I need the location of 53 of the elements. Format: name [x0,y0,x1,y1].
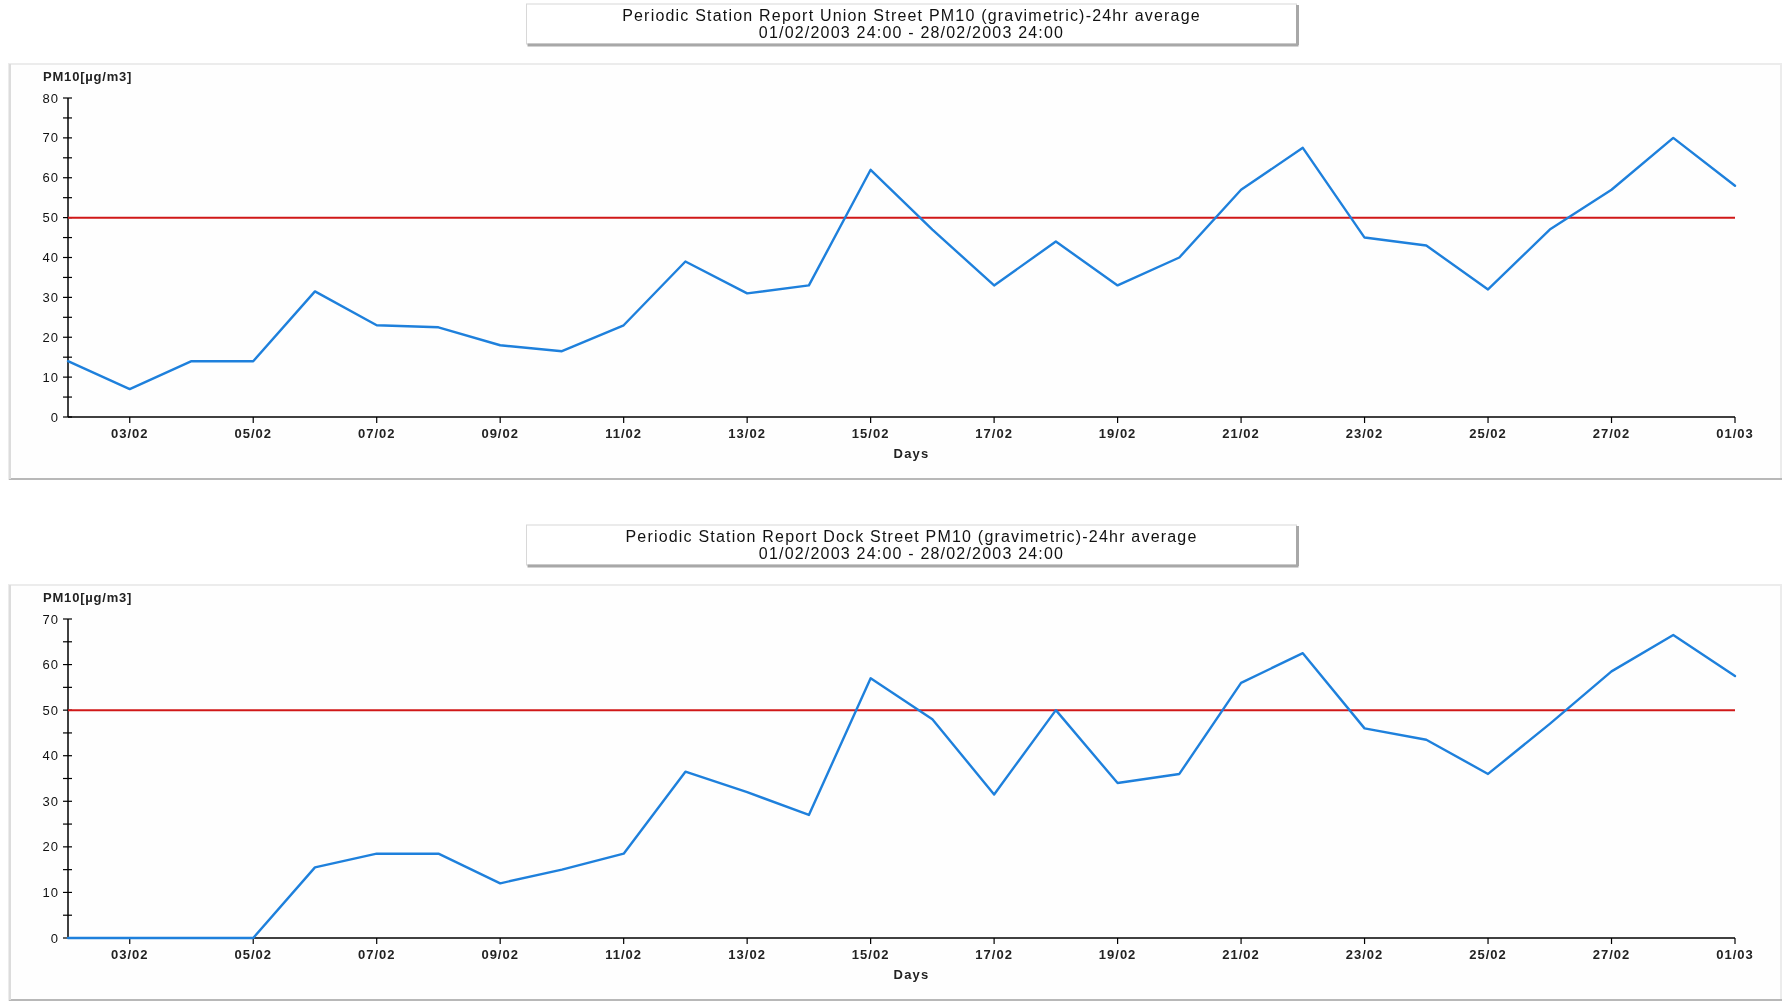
x-tick-label: 19/02 [1098,426,1137,441]
x-tick-label: 03/02 [110,426,149,441]
x-tick-label: 17/02 [975,947,1013,962]
x-tick-label: 25/02 [1469,426,1507,441]
x-tick-label: 01/03 [1716,426,1754,441]
y-tick-label: 0 [50,930,59,946]
x-tick-label: 23/02 [1345,947,1384,962]
y-axis-title: PM10[µg/m3] [43,69,133,84]
x-tick-label: 15/02 [851,426,890,441]
x-tick-label: 01/03 [1716,947,1754,962]
x-tick-label: 25/02 [1469,947,1507,962]
chart-subtitle: 01/02/2003 24:00 - 28/02/2003 24:00 [758,545,1065,562]
y-tick-label: 40 [42,250,59,265]
y-tick-label: 50 [42,702,59,718]
x-tick-label: 17/02 [975,426,1013,441]
x-tick-label: 19/02 [1098,947,1137,962]
x-tick-label: 11/02 [605,426,643,441]
x-tick-label: 13/02 [728,426,766,441]
chart-title: Periodic Station Report Dock Street PM10 (gravimetric)-24hr average [625,528,1198,545]
x-axis-title: Days [893,967,930,982]
x-tick-label: 27/02 [1592,947,1631,962]
y-tick-label: 60 [42,657,59,673]
x-tick-label: 09/02 [481,947,519,962]
y-tick-label: 30 [42,289,59,305]
y-axis-title: PM10[µg/m3] [43,590,133,605]
x-tick-label: 13/02 [728,947,766,962]
y-tick-label: 20 [42,839,59,855]
x-tick-label: 05/02 [234,426,272,441]
y-tick-label: 10 [42,369,59,385]
chart-title: Periodic Station Report Union Street PM10 (gravimetric)-24hr average [622,7,1201,24]
y-tick-label: 70 [42,611,59,627]
x-tick-label: 27/02 [1592,426,1631,441]
y-tick-label: 10 [42,884,59,900]
y-tick-label: 20 [42,329,59,345]
x-tick-label: 07/02 [357,426,396,441]
y-tick-label: 30 [42,793,59,809]
x-tick-label: 21/02 [1222,426,1260,441]
x-tick-label: 07/02 [357,947,396,962]
y-tick-label: 40 [42,748,59,764]
y-tick-label: 70 [42,130,59,146]
x-tick-label: 11/02 [605,947,643,962]
x-tick-label: 03/02 [110,947,149,962]
y-tick-label: 0 [50,409,59,425]
x-tick-label: 21/02 [1222,947,1260,962]
y-tick-label: 60 [42,170,59,186]
y-tick-label: 80 [42,90,59,106]
x-tick-label: 15/02 [851,947,890,962]
x-axis-title: Days [893,446,930,461]
y-tick-label: 50 [42,210,59,226]
x-tick-label: 09/02 [481,426,519,441]
chart-subtitle: 01/02/2003 24:00 - 28/02/2003 24:00 [758,24,1065,41]
x-tick-label: 05/02 [234,947,272,962]
x-tick-label: 23/02 [1345,426,1384,441]
